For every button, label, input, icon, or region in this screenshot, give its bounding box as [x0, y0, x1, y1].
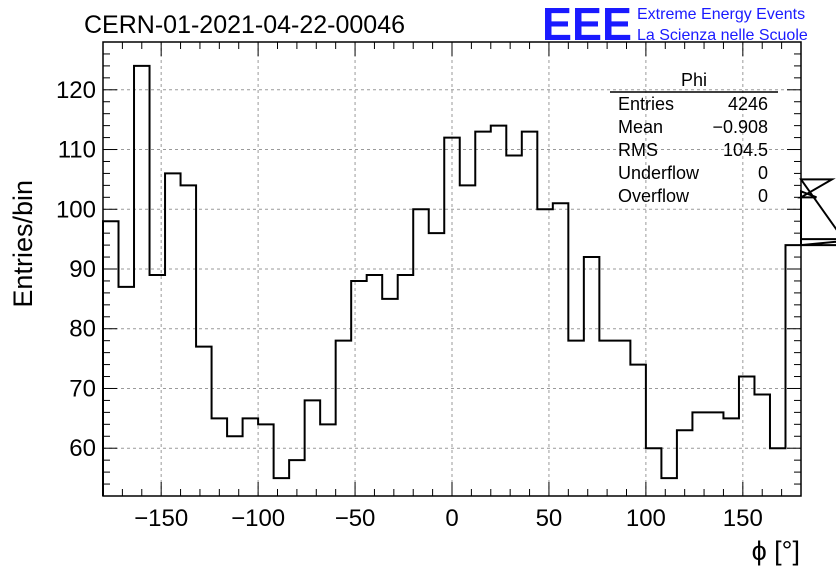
stats-label-rms: RMS — [618, 140, 658, 160]
logo-line-1: Extreme Energy Events — [637, 6, 805, 23]
y-tick-label: 60 — [69, 435, 96, 462]
x-tick-label: 50 — [536, 505, 563, 532]
eee-logo: EEE Extreme Energy Events La Scienza nel… — [542, 0, 808, 50]
x-tick-label: 0 — [445, 505, 458, 532]
eee-logo-mark: EEE — [542, 0, 632, 50]
x-tick-label: −50 — [335, 505, 376, 532]
stats-value-entries: 4246 — [728, 94, 768, 114]
x-tick-label: 150 — [723, 505, 763, 532]
chart-title: CERN-01-2021-04-22-00046 — [84, 11, 405, 39]
axis-ticks — [102, 41, 802, 497]
stats-value-underflow: 0 — [758, 163, 768, 183]
stats-box: Phi Entries 4246 Mean −0.908 RMS 104.5 U… — [610, 70, 778, 206]
y-tick-label: 70 — [69, 375, 96, 402]
y-tick-label: 80 — [69, 316, 96, 343]
x-tick-label: −150 — [134, 505, 188, 532]
y-tick-label: 100 — [56, 196, 96, 223]
y-tick-label: 110 — [58, 137, 96, 164]
tick-labels: −150 −100 −50 0 50 100 150 60 70 80 90 100 110 120 — [56, 77, 763, 532]
x-tick-label: −100 — [231, 505, 285, 532]
histogram-step-line — [102, 64, 836, 496]
stats-label-overflow: Overflow — [618, 186, 690, 206]
stats-label-mean: Mean — [618, 117, 663, 137]
x-axis-label: ϕ [°] — [752, 536, 800, 566]
y-tick-label: 90 — [69, 256, 96, 283]
y-axis-label: Entries/bin — [8, 180, 38, 308]
logo-line-2: La Scienza nelle Scuole — [637, 27, 808, 44]
grid-lines — [103, 42, 801, 496]
y-tick-label: 120 — [56, 77, 96, 104]
stats-value-rms: 104.5 — [723, 140, 768, 160]
stats-box-title: Phi — [681, 70, 707, 90]
stats-value-overflow: 0 — [758, 186, 768, 206]
stats-value-mean: −0.908 — [712, 117, 768, 137]
stats-label-entries: Entries — [618, 94, 674, 114]
x-tick-label: 100 — [626, 505, 666, 532]
stats-label-underflow: Underflow — [618, 163, 700, 183]
histogram-outline — [102, 64, 836, 496]
